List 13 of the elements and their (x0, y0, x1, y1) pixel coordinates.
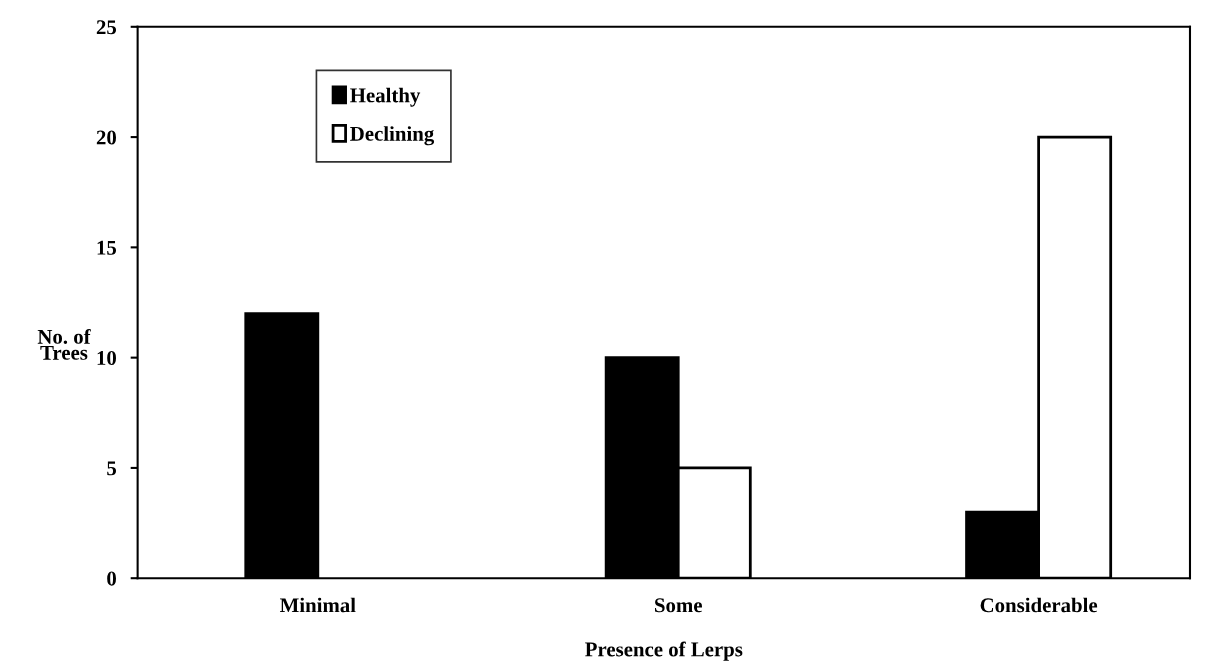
y-tick-label: 5 (107, 461, 117, 476)
legend-label: Healthy (350, 87, 421, 107)
y-tick-label: 20 (96, 130, 117, 145)
x-axis-title: Presence of Lerps (585, 641, 743, 661)
x-tick-label: Some (655, 598, 702, 613)
y-tick-label: 25 (96, 20, 117, 35)
x-tick-label: Minimal (279, 597, 356, 613)
y-tick-label: 10 (97, 351, 117, 366)
y-tick-label: 0 (107, 571, 117, 586)
y-axis-title: No. of Trees (37, 328, 91, 360)
y-tick-label: 15 (97, 240, 117, 255)
legend-label: Declining (350, 126, 435, 146)
x-tick-label: Considerable (980, 597, 1098, 613)
